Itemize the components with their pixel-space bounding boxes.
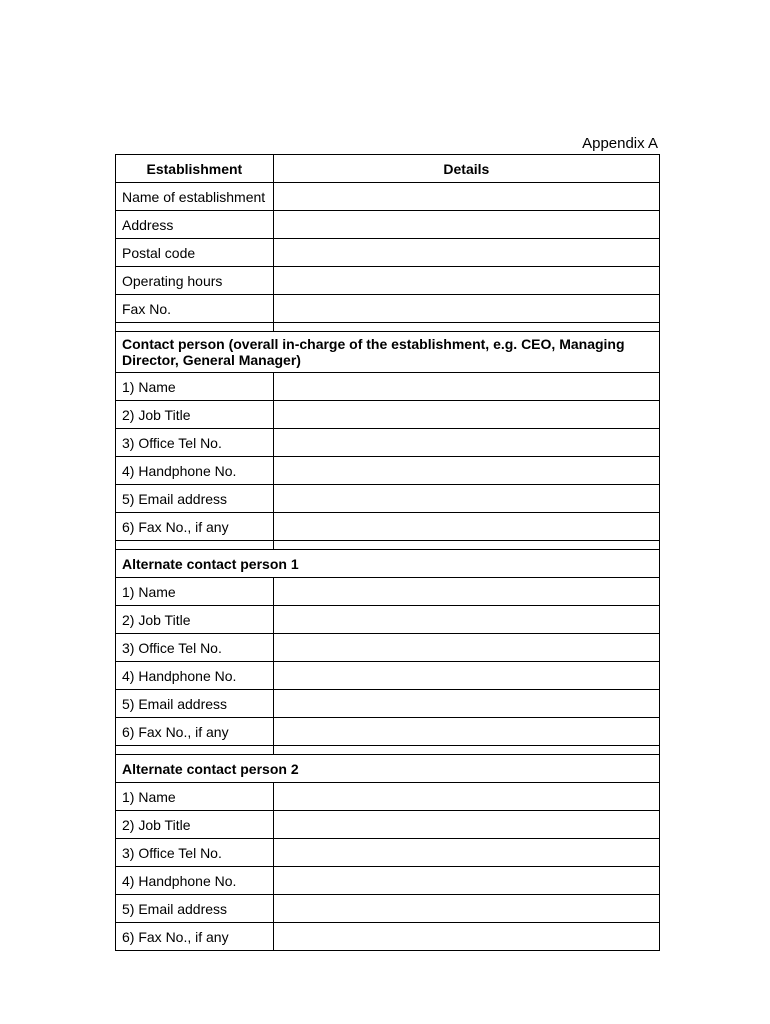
row-value	[273, 839, 659, 867]
table-row: 2) Job Title	[116, 811, 660, 839]
row-label: 2) Job Title	[116, 811, 274, 839]
row-value	[273, 690, 659, 718]
row-value	[273, 513, 659, 541]
table-row: Fax No.	[116, 295, 660, 323]
appendix-label: Appendix A	[115, 135, 660, 152]
header-establishment: Establishment	[116, 155, 274, 183]
table-row: 2) Job Title	[116, 606, 660, 634]
row-value	[273, 718, 659, 746]
spacer-cell	[116, 541, 274, 550]
row-label: 3) Office Tel No.	[116, 429, 274, 457]
table-row: Operating hours	[116, 267, 660, 295]
row-value	[273, 295, 659, 323]
row-label: 2) Job Title	[116, 401, 274, 429]
row-value	[273, 662, 659, 690]
spacer-row	[116, 323, 660, 332]
header-details: Details	[273, 155, 659, 183]
row-value	[273, 811, 659, 839]
table-row: Address	[116, 211, 660, 239]
row-label: 3) Office Tel No.	[116, 839, 274, 867]
section-header-row: Alternate contact person 1	[116, 550, 660, 578]
row-value	[273, 211, 659, 239]
table-row: 3) Office Tel No.	[116, 429, 660, 457]
row-label: Address	[116, 211, 274, 239]
table-row: 3) Office Tel No.	[116, 634, 660, 662]
table-row: 3) Office Tel No.	[116, 839, 660, 867]
table-row: 4) Handphone No.	[116, 867, 660, 895]
row-label: 6) Fax No., if any	[116, 718, 274, 746]
row-label: Name of establishment	[116, 183, 274, 211]
row-label: 2) Job Title	[116, 606, 274, 634]
row-label: 5) Email address	[116, 895, 274, 923]
row-value	[273, 373, 659, 401]
document-page: Appendix A Establishment Details Name of…	[0, 0, 770, 1001]
table-row: 1) Name	[116, 373, 660, 401]
row-label: Operating hours	[116, 267, 274, 295]
table-row: 5) Email address	[116, 895, 660, 923]
table-row: 4) Handphone No.	[116, 662, 660, 690]
row-label: 1) Name	[116, 783, 274, 811]
form-table: Establishment Details Name of establishm…	[115, 154, 660, 951]
spacer-cell	[116, 746, 274, 755]
section-header: Contact person (overall in-charge of the…	[116, 332, 660, 373]
table-row: Postal code	[116, 239, 660, 267]
row-value	[273, 867, 659, 895]
row-value	[273, 401, 659, 429]
row-value	[273, 578, 659, 606]
table-row: 1) Name	[116, 578, 660, 606]
row-value	[273, 895, 659, 923]
table-row: 2) Job Title	[116, 401, 660, 429]
row-value	[273, 183, 659, 211]
row-label: Fax No.	[116, 295, 274, 323]
table-row: 6) Fax No., if any	[116, 513, 660, 541]
table-row: 6) Fax No., if any	[116, 718, 660, 746]
row-value	[273, 923, 659, 951]
section-header: Alternate contact person 2	[116, 755, 660, 783]
row-label: 6) Fax No., if any	[116, 923, 274, 951]
row-label: Postal code	[116, 239, 274, 267]
row-label: 4) Handphone No.	[116, 662, 274, 690]
row-label: 1) Name	[116, 578, 274, 606]
row-value	[273, 634, 659, 662]
table-row: 6) Fax No., if any	[116, 923, 660, 951]
row-label: 3) Office Tel No.	[116, 634, 274, 662]
table-row: Name of establishment	[116, 183, 660, 211]
table-header-row: Establishment Details	[116, 155, 660, 183]
section-header: Alternate contact person 1	[116, 550, 660, 578]
row-value	[273, 457, 659, 485]
spacer-cell	[273, 323, 659, 332]
row-value	[273, 429, 659, 457]
row-label: 5) Email address	[116, 485, 274, 513]
section-header-row: Alternate contact person 2	[116, 755, 660, 783]
spacer-cell	[116, 323, 274, 332]
table-row: 4) Handphone No.	[116, 457, 660, 485]
table-row: 5) Email address	[116, 485, 660, 513]
section-header-row: Contact person (overall in-charge of the…	[116, 332, 660, 373]
row-value	[273, 606, 659, 634]
row-value	[273, 783, 659, 811]
row-label: 1) Name	[116, 373, 274, 401]
row-label: 4) Handphone No.	[116, 457, 274, 485]
table-row: 1) Name	[116, 783, 660, 811]
row-label: 5) Email address	[116, 690, 274, 718]
spacer-row	[116, 746, 660, 755]
spacer-cell	[273, 746, 659, 755]
row-value	[273, 239, 659, 267]
table-row: 5) Email address	[116, 690, 660, 718]
spacer-cell	[273, 541, 659, 550]
row-value	[273, 485, 659, 513]
row-label: 4) Handphone No.	[116, 867, 274, 895]
spacer-row	[116, 541, 660, 550]
row-label: 6) Fax No., if any	[116, 513, 274, 541]
row-value	[273, 267, 659, 295]
